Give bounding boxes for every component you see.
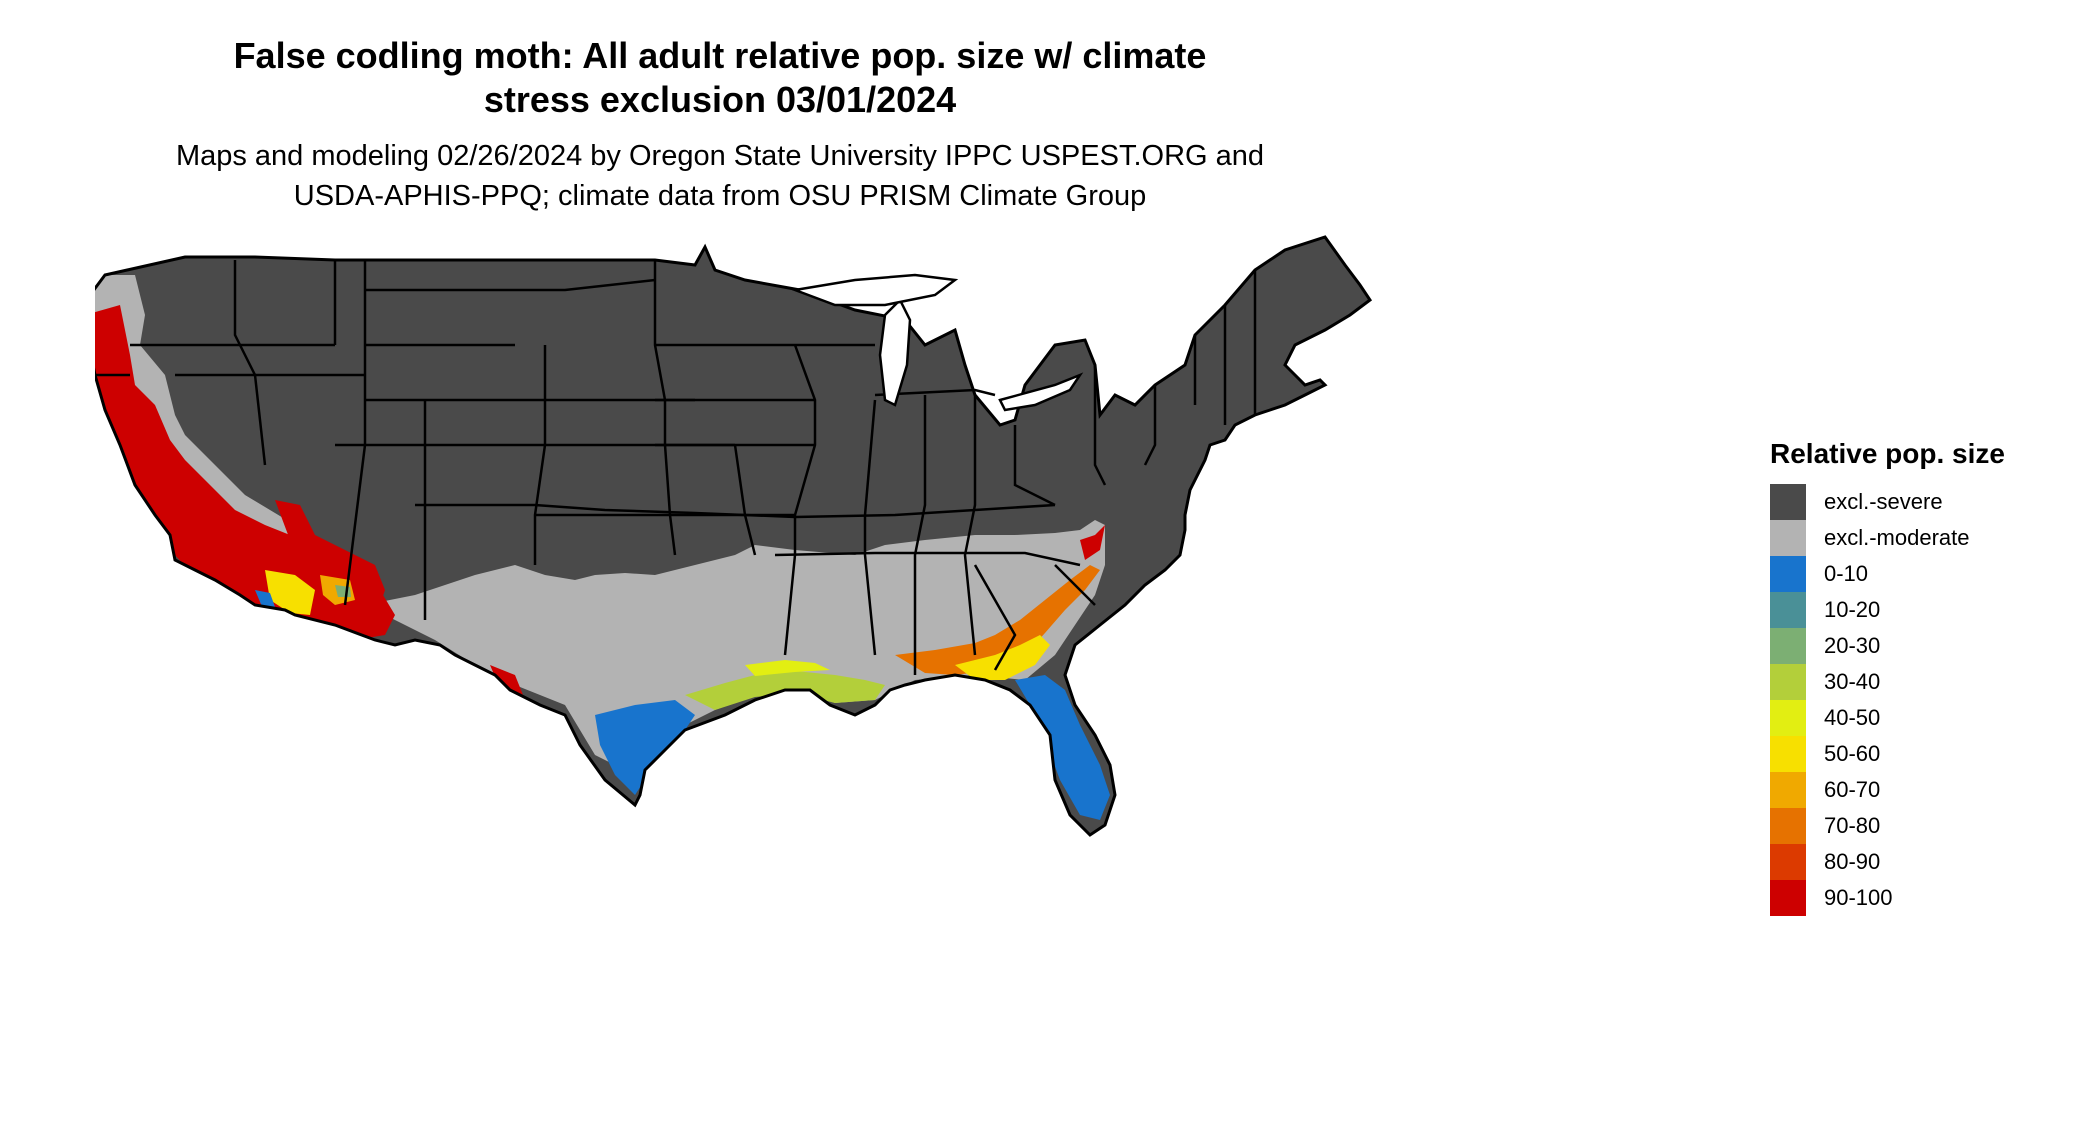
legend-swatch [1770, 700, 1806, 736]
region-50-60-southwest [265, 570, 315, 615]
legend-item: 40-50 [1770, 700, 2005, 736]
legend-label: excl.-severe [1824, 489, 1943, 514]
legend-item: 90-100 [1770, 880, 2005, 916]
legend-swatch [1770, 484, 1806, 520]
region-0-10-southwest [255, 590, 275, 609]
legend-item: 70-80 [1770, 808, 2005, 844]
us-map [95, 235, 1372, 837]
legend-label: 60-70 [1824, 777, 1881, 802]
legend-label: 80-90 [1824, 849, 1881, 874]
map-subtitle: Maps and modeling 02/26/2024 by Oregon S… [0, 136, 1440, 216]
lake-michigan [878, 297, 912, 407]
legend-swatch [1770, 592, 1806, 628]
lake-superior [790, 273, 959, 307]
legend-item: 80-90 [1770, 844, 2005, 880]
legend-label: 70-80 [1824, 813, 1881, 838]
legend-item: 10-20 [1770, 592, 2005, 628]
title-line-2: stress exclusion 03/01/2024 [483, 79, 957, 120]
legend-label: 30-40 [1824, 669, 1881, 694]
legend-title: Relative pop. size [1770, 438, 2005, 469]
legend-swatch [1770, 556, 1806, 592]
legend-swatch [1770, 844, 1806, 880]
legend-label: 10-20 [1824, 597, 1881, 622]
legend-item: 30-40 [1770, 664, 2005, 700]
legend-label: 90-100 [1824, 885, 1893, 910]
legend-label: 0-10 [1824, 561, 1869, 586]
legend-swatch [1770, 880, 1806, 916]
region-90-100-east [1080, 525, 1105, 560]
legend-item: excl.-severe [1770, 484, 2005, 520]
legend-items: excl.-severe excl.-moderate 0-10 10-20 20-30… [1770, 484, 2005, 916]
legend-item: 0-10 [1770, 556, 2005, 592]
region-40-50-gulf [745, 660, 830, 676]
legend-label: 50-60 [1824, 741, 1881, 766]
legend-label: excl.-moderate [1824, 525, 1970, 550]
legend-item: 50-60 [1770, 736, 2005, 772]
legend-label: 40-50 [1824, 705, 1881, 730]
legend: Relative pop. size excl.-severe excl.-mod… [1770, 438, 2005, 916]
legend-swatch [1770, 628, 1806, 664]
legend-swatch [1770, 736, 1806, 772]
legend-item: 20-30 [1770, 628, 2005, 664]
region-90-100-arizona [275, 500, 385, 615]
legend-swatch [1770, 772, 1806, 808]
legend-label: 20-30 [1824, 633, 1881, 658]
region-0-10-florida [1015, 675, 1110, 820]
subtitle-line-2: USDA-APHIS-PPQ; climate data from OSU PR… [293, 180, 1147, 212]
title-line-1: False codling moth: All adult relative p… [233, 35, 1207, 76]
map-title: False codling moth: All adult relative p… [0, 34, 1440, 122]
legend-swatch [1770, 520, 1806, 556]
legend-item: excl.-moderate [1770, 520, 2005, 556]
region-excl-moderate-south [365, 520, 1105, 770]
region-0-10-texas [595, 700, 695, 795]
legend-swatch [1770, 808, 1806, 844]
legend-item: 60-70 [1770, 772, 2005, 808]
legend-swatch [1770, 664, 1806, 700]
lake-erie [998, 372, 1084, 412]
subtitle-line-1: Maps and modeling 02/26/2024 by Oregon S… [175, 140, 1265, 172]
state-borders [95, 260, 1257, 675]
